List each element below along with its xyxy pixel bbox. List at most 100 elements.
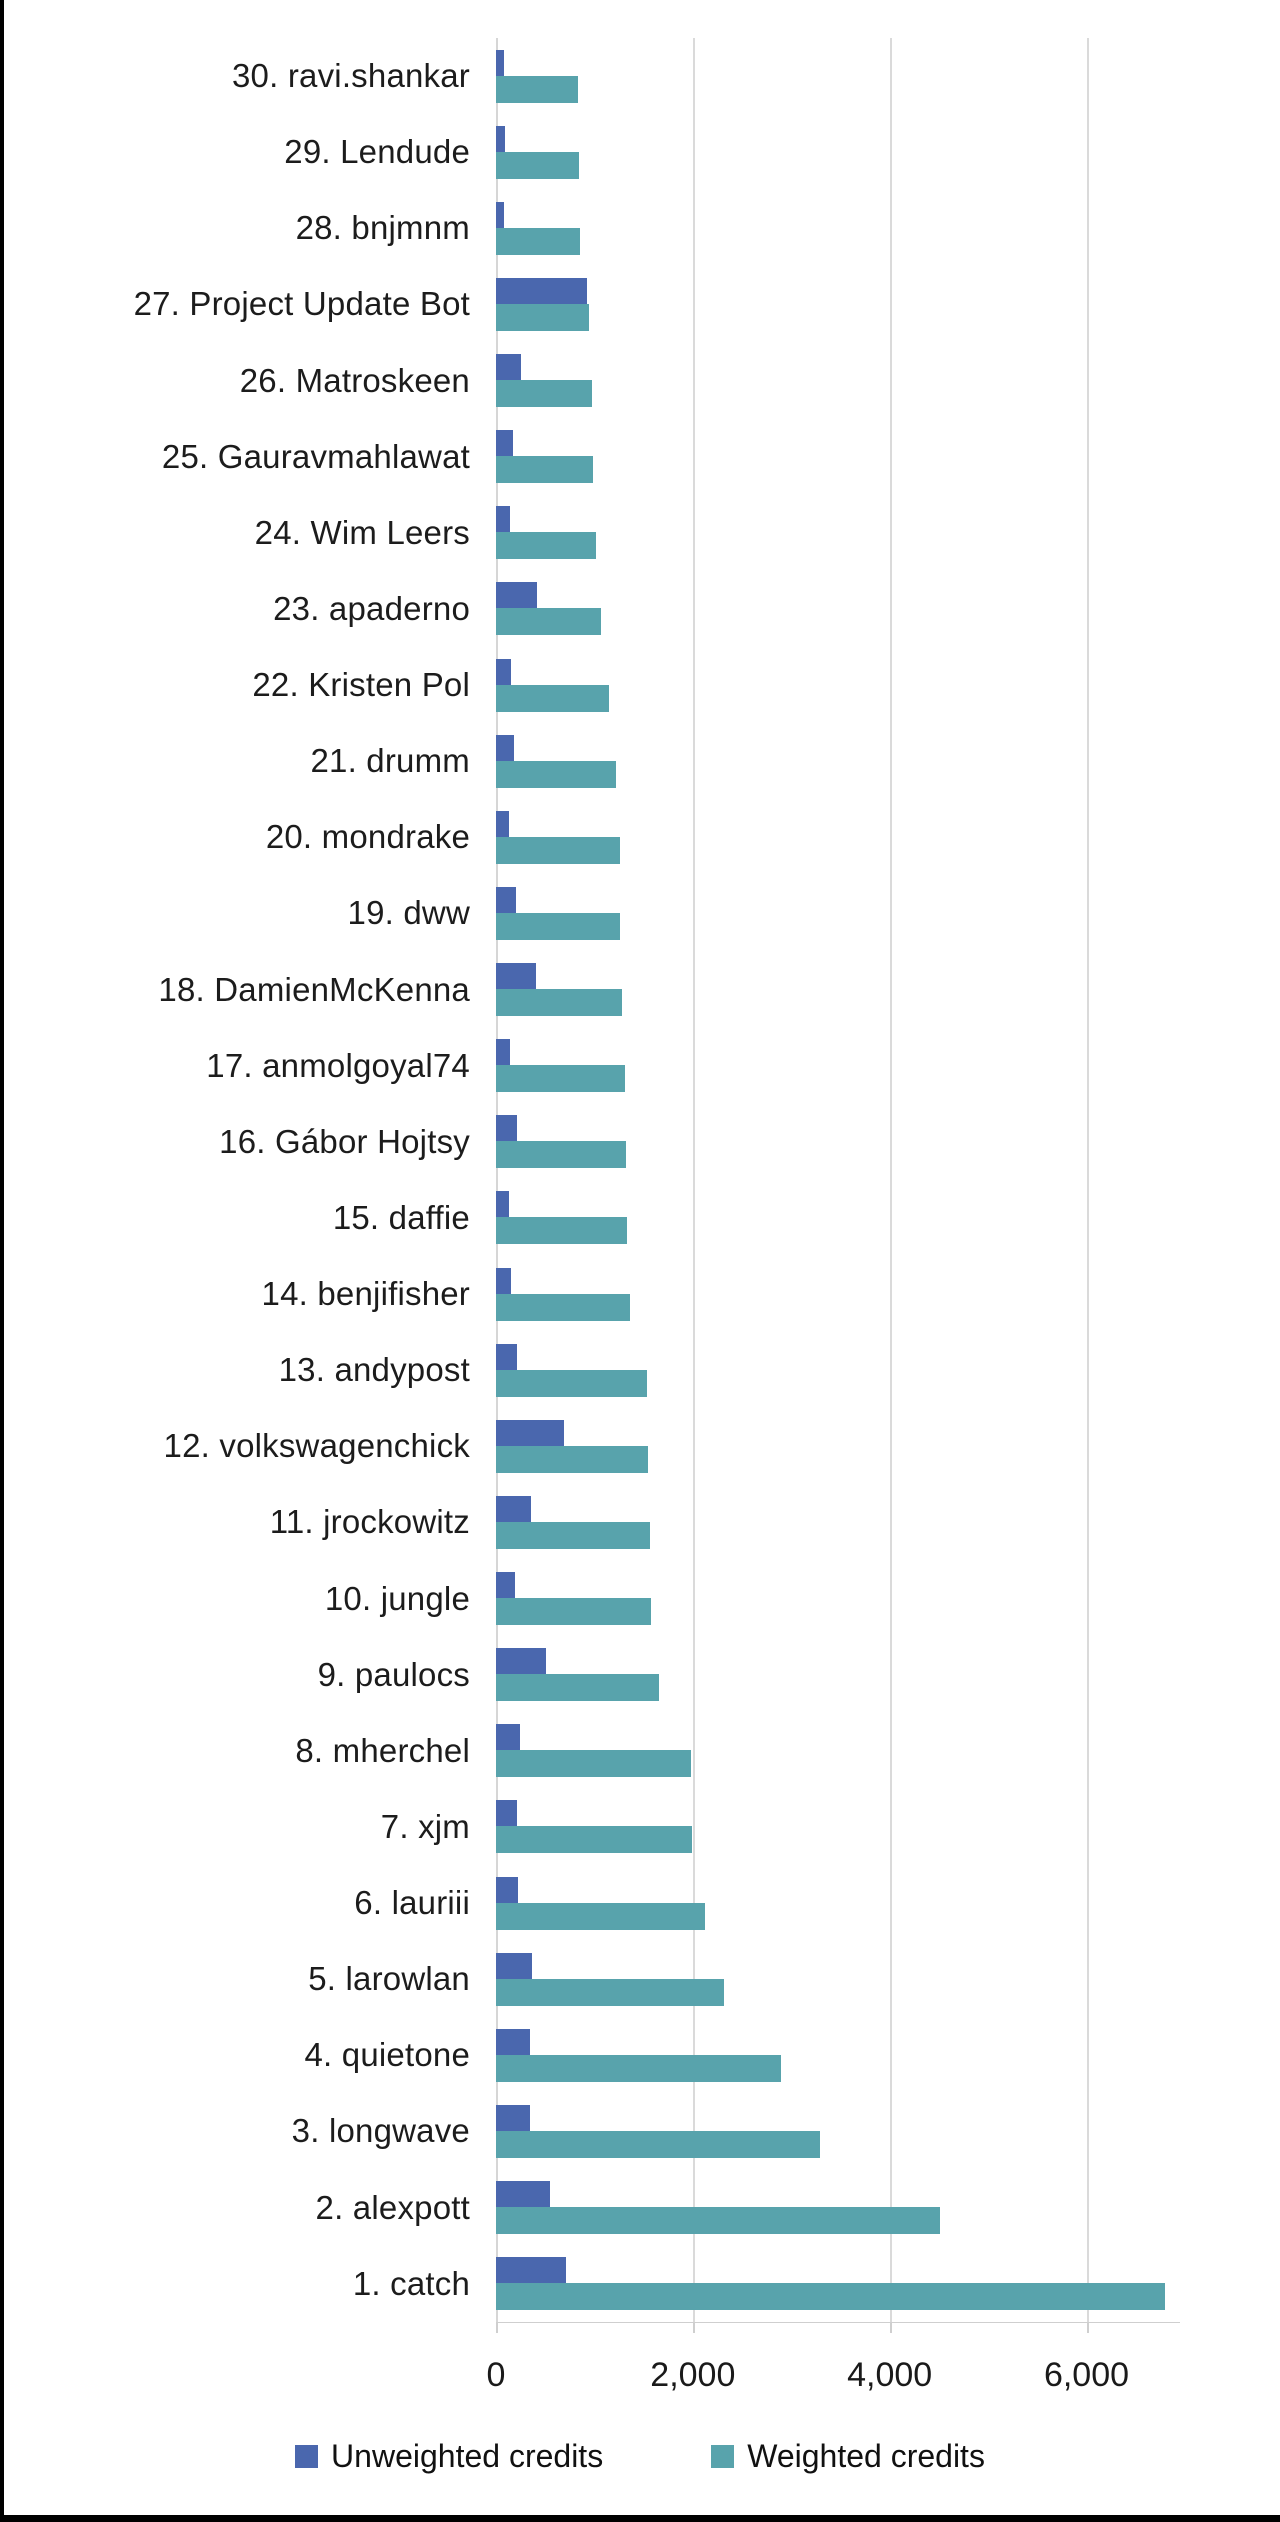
- category-row: 27. Project Update Bot: [0, 266, 1180, 342]
- category-label: 12. volkswagenchick: [163, 1427, 470, 1465]
- category-label: 20. mondrake: [265, 818, 470, 856]
- weighted-bar: [496, 760, 617, 788]
- unweighted-bar: [496, 1724, 520, 1751]
- unweighted-bar: [496, 2181, 551, 2208]
- unweighted-bar: [496, 1952, 533, 1979]
- category-row: 19. dww: [0, 875, 1180, 951]
- category-label: 15. daffie: [332, 1198, 470, 1236]
- weighted-bar: [496, 989, 623, 1017]
- bar-group: [496, 1495, 1180, 1549]
- category-label: 17. anmolgoyal74: [206, 1046, 470, 1084]
- bar-group: [496, 1952, 1180, 2006]
- unweighted-bar: [496, 201, 504, 228]
- bar-group: [496, 354, 1180, 408]
- x-axis-tick: [1086, 2322, 1089, 2333]
- category-label: 29. Lendude: [284, 133, 470, 171]
- bar-group: [496, 1800, 1180, 1854]
- weighted-bar: [496, 1902, 706, 1930]
- category-label: 6. lauriii: [354, 1884, 470, 1922]
- weighted-bar: [496, 1293, 630, 1321]
- bar-group: [496, 963, 1180, 1017]
- category-row: 22. Kristen Pol: [0, 647, 1180, 723]
- x-axis-tick-label: 6,000: [1043, 2356, 1130, 2394]
- weighted-bar: [496, 380, 592, 408]
- gridline: [692, 38, 695, 2322]
- screen-edge-left: [0, 0, 4, 2522]
- bar-group: [496, 582, 1180, 636]
- x-axis-tick: [692, 2322, 695, 2333]
- weighted-swatch-icon: [711, 2445, 735, 2468]
- weighted-bar: [496, 227, 581, 255]
- weighted-bar: [496, 912, 621, 940]
- weighted-bar: [496, 303, 589, 331]
- gridline: [889, 38, 892, 2322]
- category-label: 13. andypost: [278, 1351, 470, 1389]
- category-row: 7. xjm: [0, 1789, 1180, 1865]
- category-label: 9. paulocs: [317, 1655, 470, 1693]
- weighted-bar: [496, 1445, 649, 1473]
- unweighted-bar: [496, 886, 516, 913]
- weighted-bar: [496, 1369, 648, 1397]
- category-row: 18. DamienMcKenna: [0, 952, 1180, 1028]
- weighted-bar: [496, 2283, 1166, 2311]
- weighted-bar: [496, 456, 593, 484]
- category-row: 25. Gauravmahlawat: [0, 419, 1180, 495]
- unweighted-bar: [496, 963, 536, 990]
- category-label: 14. benjifisher: [261, 1275, 470, 1313]
- unweighted-bar: [496, 1495, 531, 1522]
- weighted-bar: [496, 532, 596, 560]
- weighted-bar: [496, 1978, 724, 2006]
- bar-group: [496, 201, 1180, 255]
- category-row: 10. jungle: [0, 1561, 1180, 1637]
- weighted-bar: [496, 608, 602, 636]
- bar-group: [496, 734, 1180, 788]
- unweighted-bar: [496, 2104, 531, 2131]
- bar-group: [496, 2028, 1180, 2082]
- unweighted-bar: [496, 49, 504, 76]
- unweighted-bar: [496, 810, 510, 837]
- category-row: 29. Lendude: [0, 114, 1180, 190]
- weighted-bar: [496, 1750, 692, 1778]
- bar-group: [496, 277, 1180, 331]
- category-row: 5. larowlan: [0, 1941, 1180, 2017]
- weighted-bar: [496, 1217, 628, 1245]
- category-label: 8. mherchel: [295, 1731, 470, 1769]
- category-label: 26. Matroskeen: [239, 361, 470, 399]
- legend: Unweighted credits Weighted credits: [0, 2438, 1280, 2475]
- category-label: 18. DamienMcKenna: [158, 970, 470, 1008]
- category-row: 17. anmolgoyal74: [0, 1028, 1180, 1104]
- unweighted-bar: [496, 1039, 511, 1066]
- legend-item-weighted: Weighted credits: [711, 2438, 985, 2475]
- category-label: 28. bnjmnm: [295, 209, 470, 247]
- bar-group: [496, 1724, 1180, 1778]
- bar-group: [496, 1419, 1180, 1473]
- plot-area: [496, 38, 1180, 2322]
- category-row: 1. catch: [0, 2246, 1180, 2322]
- weighted-bar: [496, 1826, 692, 1854]
- screen-edge-bottom: [0, 2515, 1280, 2522]
- unweighted-bar: [496, 2028, 531, 2055]
- unweighted-bar: [496, 734, 515, 761]
- weighted-bar: [496, 1521, 650, 1549]
- category-row: 20. mondrake: [0, 799, 1180, 875]
- category-label: 22. Kristen Pol: [252, 666, 470, 704]
- bar-group: [496, 1039, 1180, 1093]
- category-row: 8. mherchel: [0, 1713, 1180, 1789]
- category-row: 2. alexpott: [0, 2170, 1180, 2246]
- weighted-bar: [496, 836, 620, 864]
- category-row: 28. bnjmnm: [0, 190, 1180, 266]
- bar-group: [496, 506, 1180, 560]
- legend-label-weighted: Weighted credits: [747, 2438, 985, 2474]
- legend-item-unweighted: Unweighted credits: [295, 2438, 603, 2475]
- unweighted-bar: [496, 2257, 567, 2284]
- bar-group: [496, 430, 1180, 484]
- unweighted-bar: [496, 1267, 512, 1294]
- category-label: 2. alexpott: [315, 2188, 470, 2226]
- bar-group: [496, 1267, 1180, 1321]
- weighted-bar: [496, 1674, 659, 1702]
- unweighted-bar: [496, 430, 514, 457]
- weighted-bar: [496, 1598, 651, 1626]
- weighted-bar: [496, 75, 578, 103]
- category-label: 25. Gauravmahlawat: [161, 437, 470, 475]
- category-label: 23. apaderno: [273, 589, 470, 627]
